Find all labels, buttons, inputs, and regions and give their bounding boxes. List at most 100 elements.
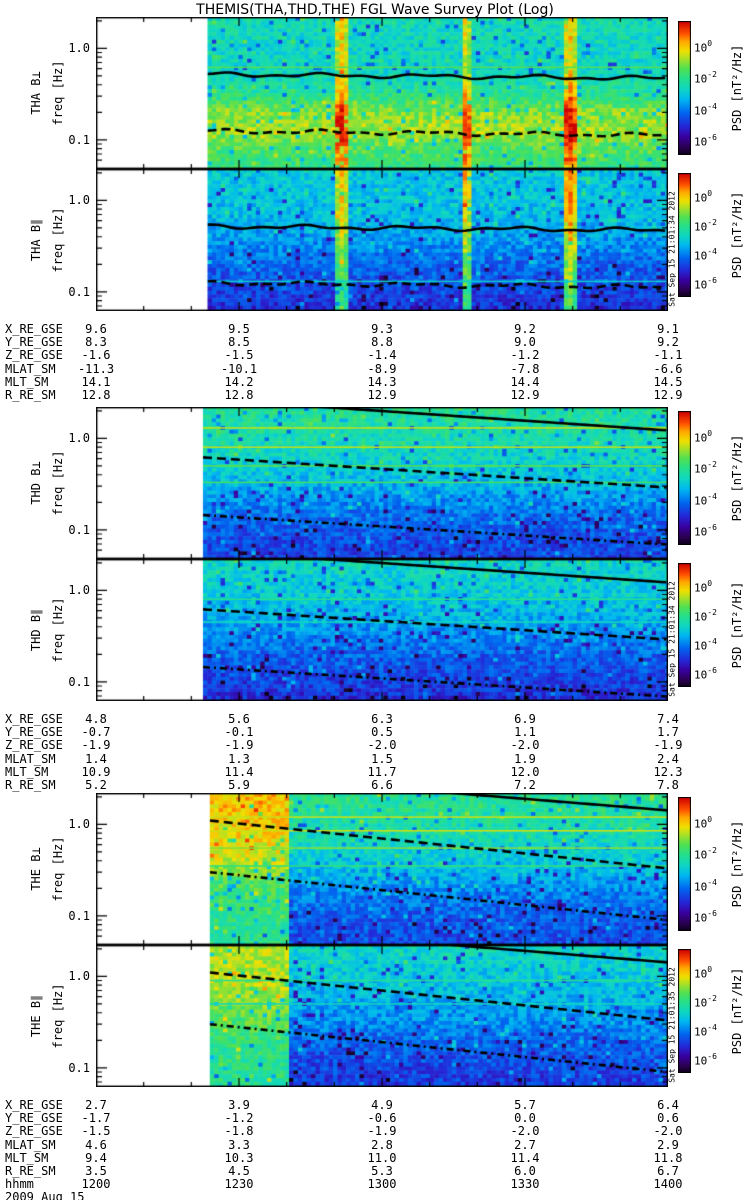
ephemeris-row-label: R_RE_SM [5, 1164, 56, 1178]
freq-tick-label: 0.1 [68, 1060, 90, 1075]
freq-tick-label: 0.1 [68, 674, 90, 689]
ephemeris-value: 0.5 [371, 725, 393, 740]
freq-axis-label: freq [Hz] [51, 597, 65, 663]
ephemeris-value: -1.9 [224, 738, 254, 753]
ephemeris-value: 1.1 [514, 725, 536, 740]
ephemeris-value: 9.5 [228, 322, 250, 336]
ephemeris-row-label: MLT_SM [5, 764, 49, 779]
ephemeris-value: 12.0 [510, 764, 540, 779]
psd-axis-label: PSD [nT²/Hz] [730, 581, 744, 669]
ephemeris-row-label: Y_RE_GSE [5, 725, 63, 740]
ephemeris-value: -1.6 [81, 348, 111, 363]
ephemeris-row-label: Y_RE_GSE [5, 1111, 63, 1126]
ephemeris-value: 6.3 [371, 712, 393, 726]
ephemeris-value: -1.9 [81, 738, 111, 753]
ephemeris-value: -2.0 [653, 1124, 683, 1139]
ephemeris-value: 9.1 [657, 322, 679, 336]
psd-axis-label: PSD [nT²/Hz] [730, 967, 744, 1055]
ephemeris-value: 6.0 [514, 1164, 536, 1178]
footer-hhmm-value: 1200 [81, 1177, 111, 1192]
ephemeris-value: 2.7 [85, 1098, 107, 1112]
ephemeris-value: -2.0 [367, 738, 397, 753]
colorbar-tick-label: 10-4 [694, 491, 717, 508]
spectrogram-canvas-tha-bperp [96, 17, 668, 169]
ephemeris-value: 2.9 [657, 1137, 679, 1152]
spectrogram-canvas-the-bperp [96, 793, 668, 945]
spectrogram-canvas-tha-bpar [96, 169, 668, 311]
ephemeris-value: -6.6 [653, 361, 683, 376]
ephemeris-value: -1.9 [653, 738, 683, 753]
ephemeris-value: 9.4 [85, 1150, 107, 1165]
ephemeris-value: 12.8 [81, 388, 111, 402]
ephemeris-value: 11.4 [224, 764, 254, 779]
colorbar-thd-bperp [678, 411, 691, 545]
ephemeris-value: -1.7 [81, 1111, 111, 1126]
freq-tick-label: 1.0 [68, 969, 90, 984]
ephemeris-row-label: MLAT_SM [5, 361, 56, 376]
psd-axis-label: PSD [nT²/Hz] [730, 434, 744, 522]
ephemeris-value: 1.7 [657, 725, 679, 740]
ephemeris-value: -0.1 [224, 725, 254, 740]
ephemeris-value: -0.7 [81, 725, 111, 740]
colorbar-tha-bperp [678, 21, 691, 155]
psd-axis-label: PSD [nT²/Hz] [730, 44, 744, 132]
freq-tick-label: 1.0 [68, 431, 90, 446]
ephemeris-value: -1.5 [81, 1124, 111, 1139]
ephemeris-value: 0.6 [657, 1111, 679, 1126]
ephemeris-value: 14.5 [653, 374, 683, 389]
ephemeris-row-label: Y_RE_GSE [5, 335, 63, 350]
ephemeris-value: 11.4 [510, 1150, 540, 1165]
freq-axis-label: freq [Hz] [51, 60, 65, 126]
probe-axis-label-the-bpar: THE B∥ [29, 994, 43, 1038]
probe-axis-label-thd-bpar: THD B∥ [29, 608, 43, 652]
ephemeris-value: 0.0 [514, 1111, 536, 1126]
colorbar-tick-label: 100 [694, 814, 713, 831]
ephemeris-row-label: R_RE_SM [5, 778, 56, 792]
ephemeris-value: 3.3 [228, 1137, 250, 1152]
ephemeris-value: 3.9 [228, 1098, 250, 1112]
ephemeris-value: -2.0 [510, 738, 540, 753]
ephemeris-value: -2.0 [510, 1124, 540, 1139]
ephemeris-value: -1.2 [510, 348, 540, 363]
freq-tick-label: 0.1 [68, 284, 90, 299]
ephemeris-value: 10.3 [224, 1150, 254, 1165]
ephemeris-value: 11.8 [653, 1150, 683, 1165]
spectrogram-canvas-thd-bpar [96, 559, 668, 701]
ephemeris-row-label: X_RE_GSE [5, 712, 63, 726]
render-timestamp: Sat Sep 15 21:01:34 2012 [667, 191, 677, 307]
ephemeris-row-label: MLAT_SM [5, 751, 56, 766]
colorbar-tick-label: 10-6 [694, 666, 717, 683]
ephemeris-value: 12.8 [224, 388, 254, 402]
ephemeris-row-label: MLAT_SM [5, 1137, 56, 1152]
ephemeris-value: 8.8 [371, 335, 393, 350]
ephemeris-value: 14.1 [81, 374, 111, 389]
colorbar-tick-label: 100 [694, 578, 713, 595]
ephemeris-value: 3.5 [85, 1164, 107, 1178]
footer-hhmm-value: 1330 [510, 1177, 540, 1192]
probe-axis-label-tha-bpar: THA B∥ [29, 218, 43, 262]
colorbar-tick-label: 100 [694, 964, 713, 981]
footer-hhmm-value: 1300 [367, 1177, 397, 1192]
colorbar-tick-label: 10-4 [694, 247, 717, 263]
render-timestamp: Sat Sep 15 21:01:34 2012 [667, 581, 677, 697]
colorbar-tick-label: 100 [694, 428, 713, 445]
ephemeris-value: 2.4 [657, 751, 679, 766]
ephemeris-value: -1.8 [224, 1124, 254, 1139]
ephemeris-value: 9.2 [657, 335, 679, 350]
page-title: THEMIS(THA,THD,THE) FGL Wave Survey Plot… [196, 2, 554, 18]
ephemeris-value: -1.9 [367, 1124, 397, 1139]
render-timestamp: Sat Sep 15 21:01:35 2012 [667, 967, 677, 1083]
ephemeris-value: 9.3 [371, 322, 393, 336]
psd-axis-label: PSD [nT²/Hz] [730, 191, 744, 279]
ephemeris-value: 8.5 [228, 335, 250, 350]
ephemeris-row-label: Z_RE_GSE [5, 738, 63, 753]
freq-axis-label: freq [Hz] [51, 836, 65, 902]
ephemeris-value: 9.6 [85, 322, 107, 336]
colorbar-tick-label: 10-2 [694, 846, 717, 862]
colorbar-tick-label: 10-6 [694, 276, 717, 293]
ephemeris-value: 6.4 [657, 1098, 679, 1112]
ephemeris-value: 5.7 [514, 1098, 536, 1112]
ephemeris-value: 5.3 [371, 1164, 393, 1178]
ephemeris-value: 9.0 [514, 335, 536, 350]
freq-axis-label: freq [Hz] [51, 207, 65, 273]
